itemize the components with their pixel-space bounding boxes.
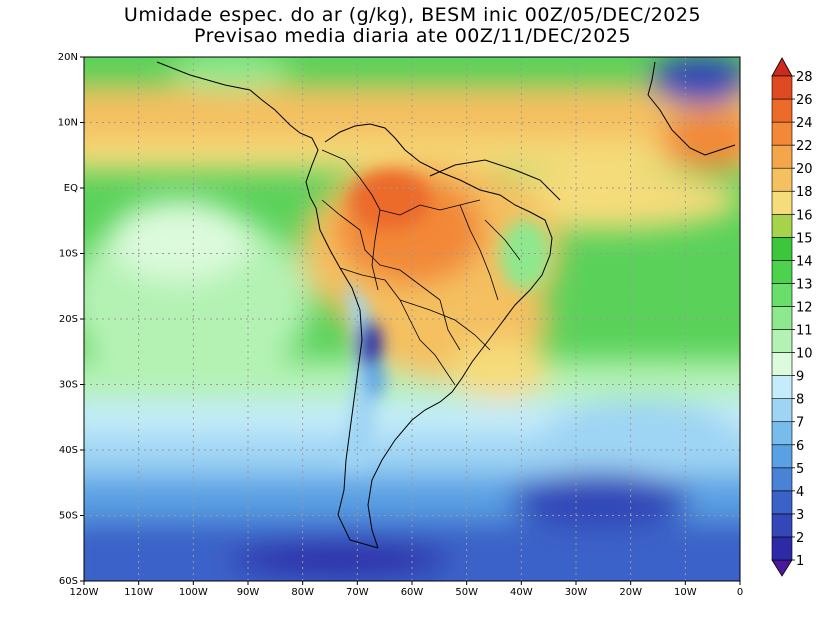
lon-label: 90W [237,587,260,598]
colorbar-swatch [771,283,793,307]
lon-label: 60W [401,587,424,598]
colorbar-swatch [771,444,793,469]
lon-label: 120W [70,587,99,598]
lat-label: 40S [59,445,78,456]
lon-label: 0 [737,587,743,598]
colorbar-swatch [771,167,793,192]
colorbar-swatch [771,398,793,423]
lat-label: 60S [59,576,78,587]
coastlines [156,61,736,549]
lat-label: 10N [58,118,78,129]
colorbar-min-triangle [771,559,793,577]
colorbar-label: 5 [796,462,804,477]
humidity-field [84,57,740,581]
colorbar-swatch [771,75,793,100]
lon-label: 20W [619,587,642,598]
colorbar-swatch [771,98,793,123]
lon-label: 50W [455,587,478,598]
lon-label: 70W [346,587,369,598]
colorbar-label: 2 [796,531,804,546]
colorbar-swatch [771,490,793,515]
lat-label: 50S [59,511,78,522]
colorbar-label: 18 [796,185,813,200]
colorbar-label: 1 [796,554,804,569]
colorbar-swatch [771,213,793,238]
map-title-line-2: Previsao media diaria ate 00Z/11/DEC/202… [193,25,632,47]
colorbar-label: 24 [796,116,813,131]
colorbar-swatch [771,352,793,376]
colorbar-label: 4 [796,485,804,500]
colorbar-label: 13 [796,277,813,292]
colorbar-label: 7 [796,416,804,431]
colorbar-label: 11 [796,324,813,339]
colorbar-label: 8 [796,393,804,408]
lon-label: 100W [179,587,208,598]
lon-label: 80W [291,587,314,598]
colorbar-swatch [771,329,793,353]
country-borders [321,149,521,386]
colorbar-label: 3 [796,508,804,523]
lat-label: 10S [59,249,78,260]
lat-label: EQ [64,183,78,194]
colorbar-label: 22 [796,139,813,154]
map-title-line-1: Umidade espec. do ar (g/kg), BESM inic 0… [123,4,702,26]
colorbar-label: 28 [796,70,813,85]
colorbar-swatch [771,513,793,538]
lat-label: 30S [59,380,78,391]
lat-label: 20N [58,52,78,63]
colorbar-label: 20 [796,162,813,177]
lat-label: 20S [59,314,78,325]
colorbar-swatch [771,237,793,261]
colorbar-label: 26 [796,93,813,108]
colorbar-label: 9 [796,370,804,385]
colorbar-swatch [771,421,793,446]
latitude-axis: 20N 10N EQ 10S 20S 30S 40S 50S 60S [58,52,84,587]
colorbar-swatch [771,144,793,169]
lon-label: 30W [565,587,588,598]
colorbar-swatch [771,467,793,492]
colorbar-swatch [771,306,793,330]
map-gridlines [84,57,740,581]
longitude-axis: 120W 110W 100W 90W 80W 70W 60W 50W 40W 30W 20W 10W 0 [70,581,743,598]
colorbar-swatch [771,260,793,284]
colorbar-swatch [771,536,793,561]
colorbar-label: 14 [796,254,813,269]
colorbar-label: 6 [796,439,804,454]
colorbar-swatch [771,121,793,146]
lon-label: 10W [674,587,697,598]
lon-label: 110W [124,587,153,598]
colorbar-label: 12 [796,300,813,315]
lon-label: 40W [510,587,533,598]
colorbar-max-triangle [771,57,793,77]
colorbar-label: 10 [796,347,813,362]
colorbar-label: 16 [796,208,813,223]
colorbar-swatch [771,190,793,215]
colorbar-swatch [771,375,793,399]
colorbar-label: 15 [796,231,813,246]
